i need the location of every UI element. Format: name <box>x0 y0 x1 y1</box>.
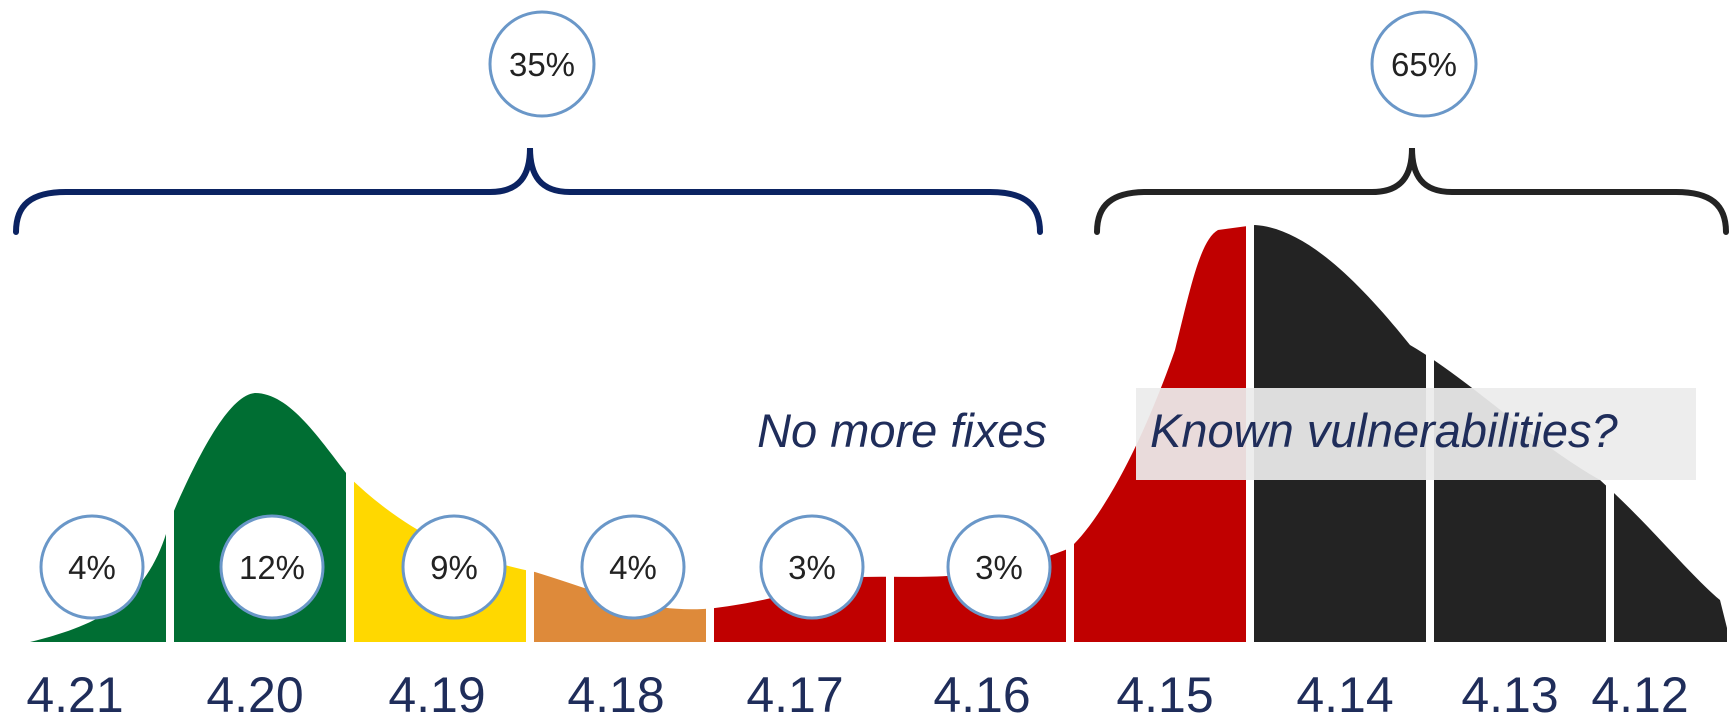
percentage-bubble: 9% <box>401 514 507 620</box>
percentage-bubble: 4% <box>39 514 145 620</box>
percentage-bubble: 3% <box>759 514 865 620</box>
group-percentage-label: 65% <box>1391 46 1457 83</box>
percentage-bubble: 3% <box>946 514 1052 620</box>
percentage-bubble: 4% <box>580 514 686 620</box>
group-brackets: 35% 65% <box>13 10 1729 235</box>
group-bracket-1 <box>13 147 1043 235</box>
percentage-label: 4% <box>68 549 116 586</box>
annotation-band <box>1136 388 1696 480</box>
group-percentage-bubble: 65% <box>1370 10 1478 118</box>
version-label: 4.15 <box>1116 667 1213 715</box>
percentage-label: 9% <box>430 549 478 586</box>
version-label: 4.19 <box>388 667 485 715</box>
version-label: 4.14 <box>1296 667 1393 715</box>
version-labels: 4.21 4.20 4.19 4.18 4.17 4.16 4.15 4.14 4.13 4.12 <box>26 667 1688 715</box>
known-vulnerabilities-annotation: Known vulnerabilities? <box>1150 404 1618 457</box>
version-label: 4.20 <box>206 667 303 715</box>
group-percentage-label: 35% <box>509 46 575 83</box>
version-label: 4.12 <box>1591 667 1688 715</box>
version-label: 4.18 <box>567 667 664 715</box>
group-bracket-2 <box>1094 147 1729 235</box>
percentage-bubbles: 4% 12% 9% 4% 3% 3% <box>39 514 1052 620</box>
annotations: No more fixes Known vulnerabilities? <box>757 388 1696 480</box>
no-more-fixes-annotation: No more fixes <box>757 404 1047 457</box>
group-percentage-bubble: 35% <box>488 10 596 118</box>
version-label: 4.16 <box>933 667 1030 715</box>
version-label: 4.21 <box>26 667 123 715</box>
percentage-label: 3% <box>788 549 836 586</box>
percentage-label: 4% <box>609 549 657 586</box>
version-label: 4.13 <box>1461 667 1558 715</box>
percentage-label: 12% <box>239 549 305 586</box>
version-label: 4.17 <box>746 667 843 715</box>
percentage-label: 3% <box>975 549 1023 586</box>
percentage-bubble: 12% <box>219 514 325 620</box>
